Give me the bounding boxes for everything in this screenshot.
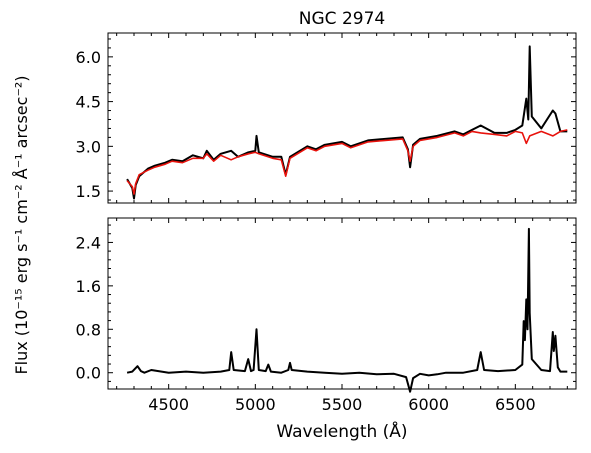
- top-series-line-2: [126, 129, 568, 195]
- y-tick-label: 2.4: [76, 233, 101, 252]
- x-tick-label: 4500: [148, 395, 189, 414]
- y-tick-label: 1.6: [76, 277, 101, 296]
- top-series-line-1: [126, 45, 568, 200]
- x-tick-label: 5000: [235, 395, 276, 414]
- top-panel-axes: 1.5 3.0 4.5 6.0: [76, 32, 577, 204]
- bottom-plot-frame: [107, 217, 577, 390]
- top-panel: 1.5 3.0 4.5 6.0: [76, 32, 577, 204]
- bottom-series-line-1: [126, 227, 568, 393]
- chart-title: NGC 2974: [299, 9, 385, 29]
- bottom-panel-axes: 4500 5000 5500 6000 6500 0.0 0.8 1.6 2.4: [76, 217, 577, 414]
- top-plot-frame: [107, 32, 577, 204]
- bottom-panel-series: [126, 227, 568, 393]
- x-tick-label: 6000: [408, 395, 449, 414]
- top-panel-series: [126, 45, 568, 200]
- bottom-panel: 4500 5000 5500 6000 6500 0.0 0.8 1.6 2.4: [76, 217, 577, 414]
- x-tick-label: 5500: [322, 395, 363, 414]
- y-tick-label: 1.5: [76, 182, 101, 201]
- y-tick-label: 6.0: [76, 48, 101, 67]
- x-tick-label: 6500: [495, 395, 536, 414]
- y-tick-label: 0.8: [76, 320, 101, 339]
- x-axis-label: Wavelength (Å): [276, 420, 407, 442]
- y-tick-label: 0.0: [76, 364, 101, 383]
- y-tick-label: 4.5: [76, 93, 101, 112]
- y-tick-label: 3.0: [76, 137, 101, 156]
- y-axis-label: Flux (10⁻¹⁵ erg s⁻¹ cm⁻² Å⁻¹ arcsec⁻²): [12, 75, 31, 374]
